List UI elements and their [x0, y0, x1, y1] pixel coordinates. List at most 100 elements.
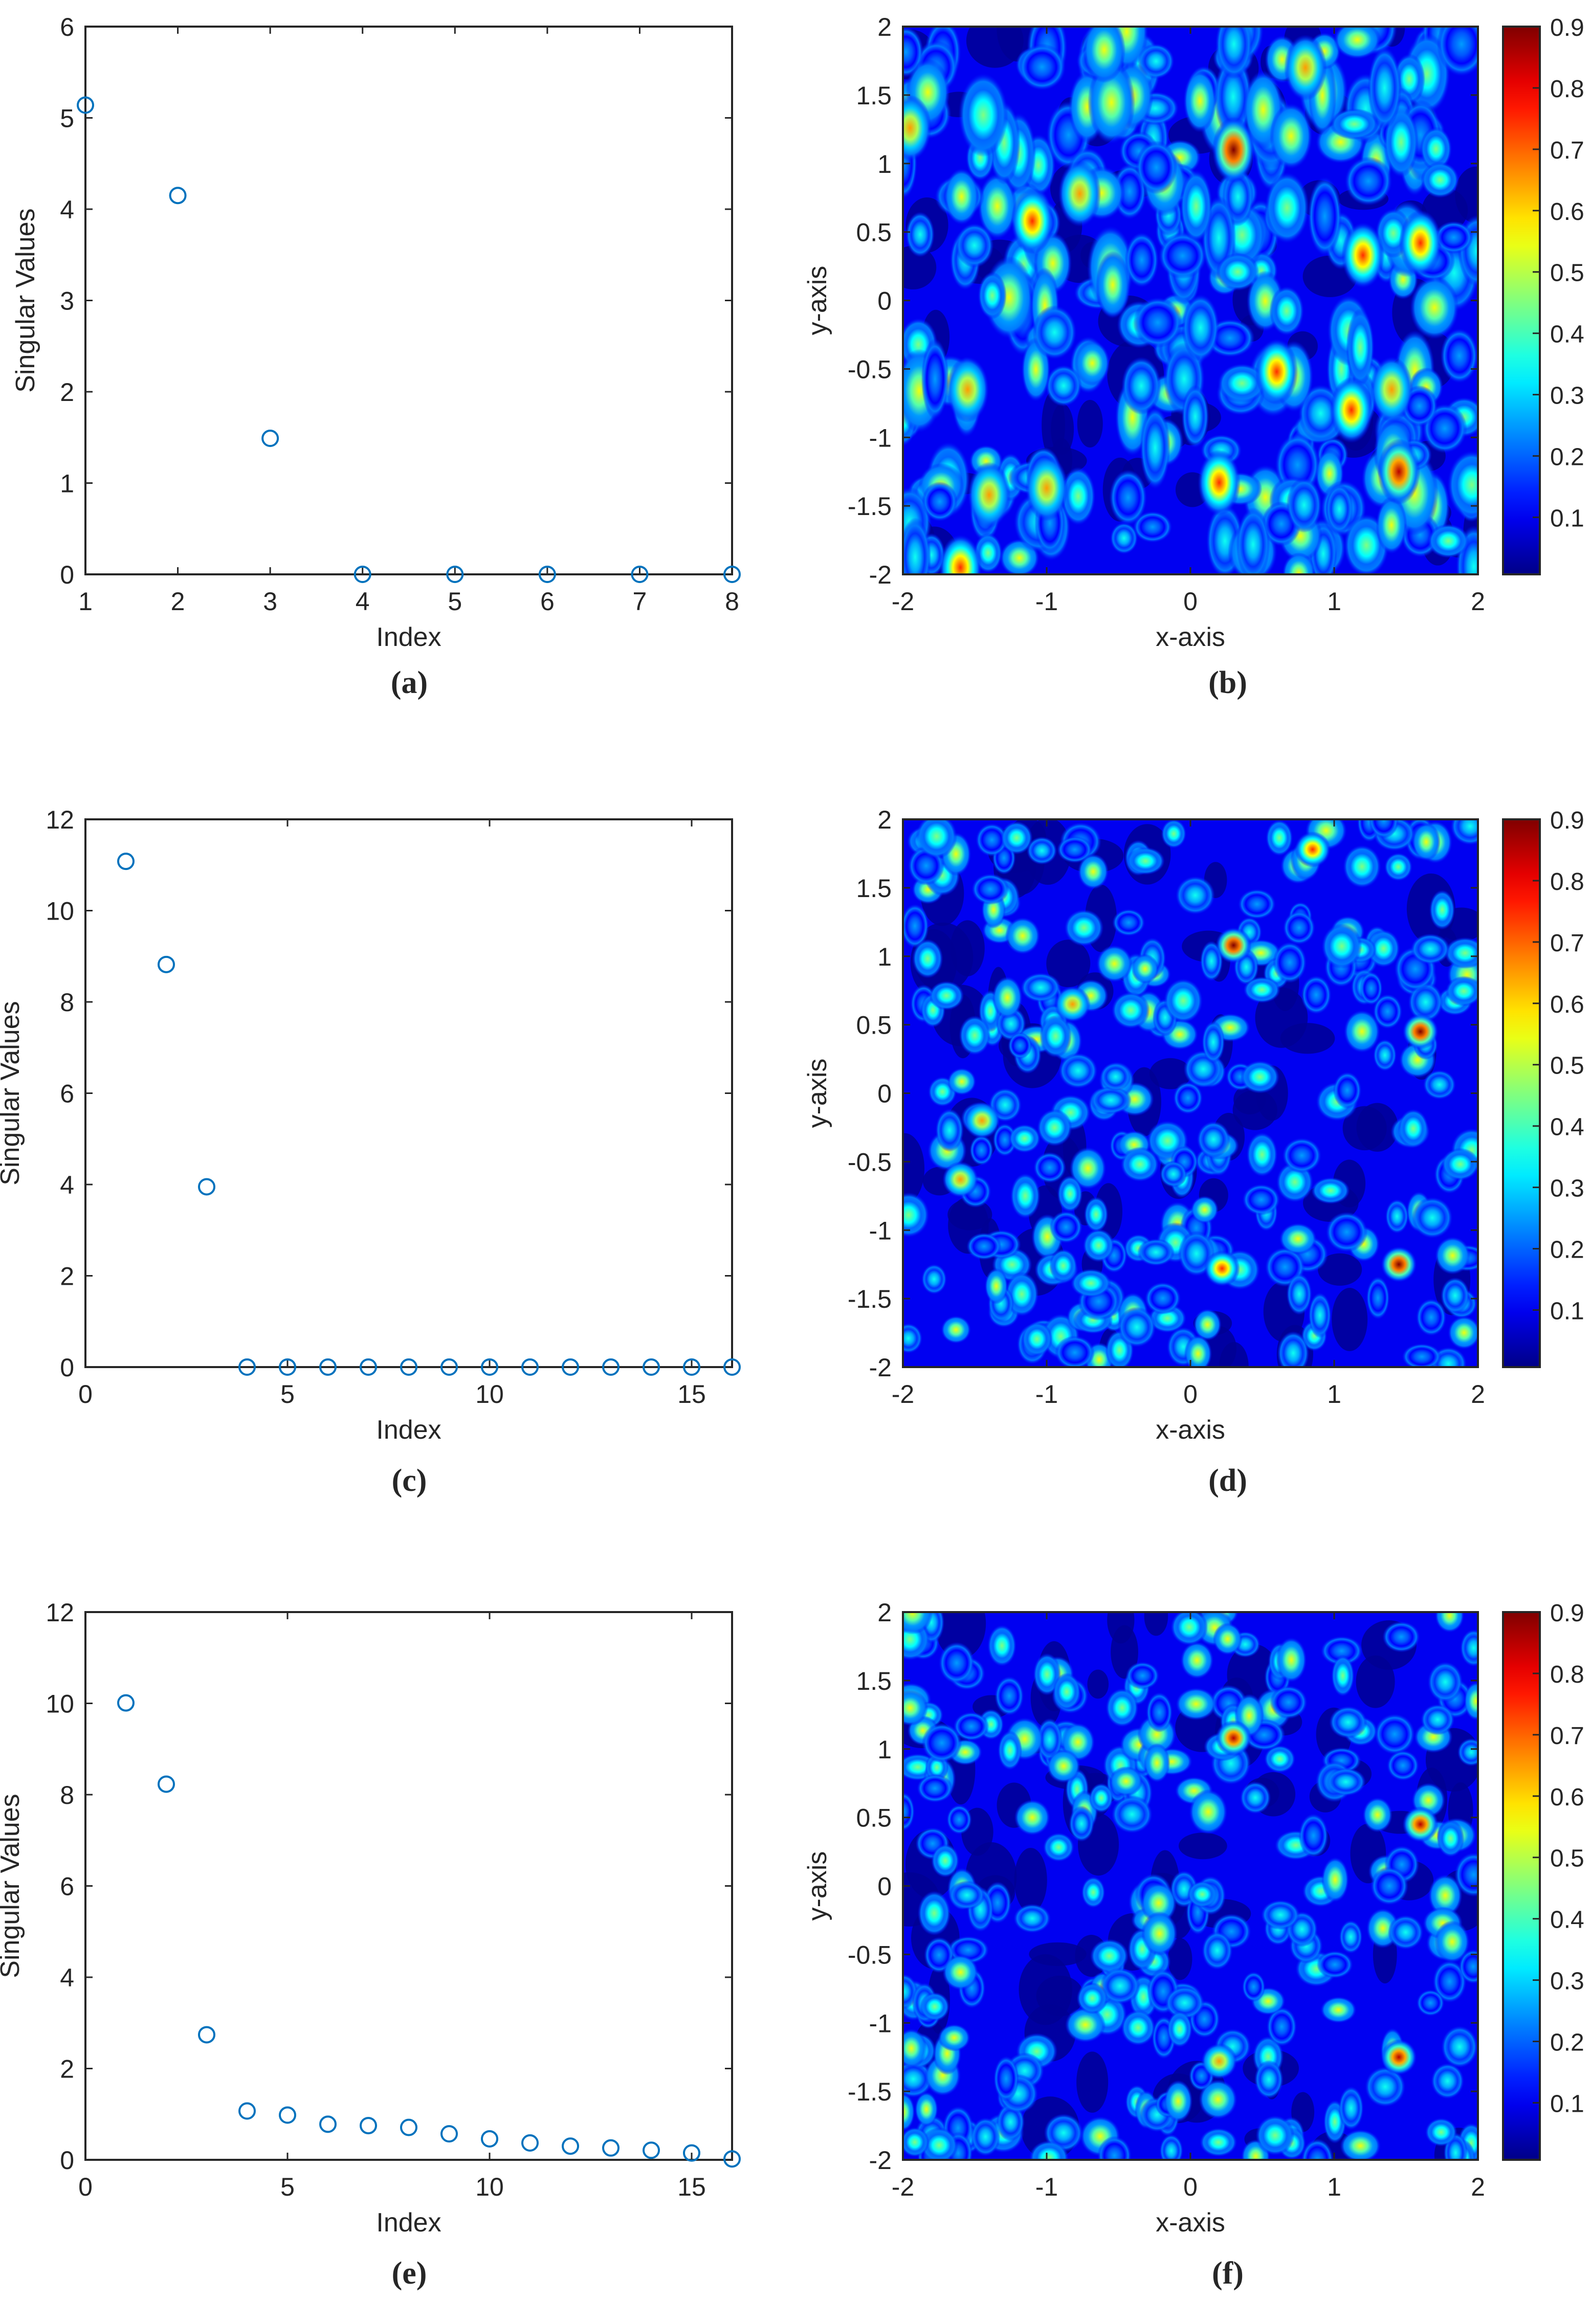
heatmap-peak: [1204, 1250, 1241, 1287]
y-tick-label: 6: [60, 1872, 74, 1901]
x-tick-label: 3: [263, 587, 277, 616]
colorbar-tick-label: 0.4: [1550, 1907, 1584, 1934]
data-point-marker: [440, 1358, 458, 1376]
axes-box: [84, 26, 733, 575]
x-tick-label: 7: [633, 587, 647, 616]
y-tick-label: 2: [60, 2055, 74, 2084]
data-point-marker: [643, 1358, 660, 1376]
colorbar-tick-label: 0.4: [1550, 321, 1584, 348]
y-tick-label: 4: [60, 1171, 74, 1199]
panel-a: 1 2 3 4 5 6 7 8 0 1 2 3 4 5 6 Index Singular Values: [0, 0, 793, 767]
y-tick-label: 0: [60, 1353, 74, 1382]
data-point-marker: [538, 566, 556, 583]
panel-d: -2 -1 0 1 2 -2 -1.5 -1 -0.5 0 0.5 1 1.5 2 x-axis y-axis…: [793, 793, 1591, 1560]
scatter-plot-e: 0 5 10 15 0 2 4 6 8 10 12 Index Singular Values: [0, 1598, 741, 2238]
data-point-marker: [353, 566, 371, 583]
caption-f: (f): [1151, 2255, 1305, 2292]
x-tick-label: -1: [1035, 1380, 1058, 1409]
y-tick-label: 2: [877, 806, 892, 834]
y-tick-label: 8: [60, 988, 74, 1017]
y-tick-label: 0: [877, 287, 892, 316]
data-point-marker: [521, 1358, 539, 1376]
y-tick-label: 3: [60, 287, 74, 316]
x-tick-label: 2: [1471, 2173, 1485, 2201]
heatmap-peak: [946, 356, 989, 423]
heatmap-peak: [1216, 927, 1252, 964]
y-tick-label: -0.5: [848, 355, 892, 384]
heatmap-peak: [1341, 222, 1384, 288]
colorbar-tick-label: 0.5: [1550, 1845, 1584, 1872]
heatmap-peak: [1082, 27, 1126, 83]
colorbar-tick-label: 0.6: [1550, 1784, 1584, 1811]
heatmap-field: [903, 27, 1478, 574]
heatmap-peak: [903, 95, 932, 161]
y-tick-label: -1.5: [848, 492, 892, 521]
heatmap-peak: [964, 1102, 1000, 1139]
y-tick-label: 1: [877, 943, 892, 971]
y-tick-label: 0: [60, 561, 74, 589]
y-tick-label: 2: [877, 1598, 892, 1627]
y-tick-label: -1.5: [848, 2077, 892, 2106]
data-point-marker: [631, 566, 649, 583]
caption-d: (d): [1151, 1463, 1305, 1499]
x-tick-label: 1: [1327, 2173, 1341, 2201]
data-point-marker: [643, 2141, 660, 2159]
heatmap-peak: [967, 462, 1011, 528]
data-point-marker: [77, 96, 94, 114]
y-tick-label: 2: [877, 13, 892, 41]
plot-area: -2 -1 0 1 2 -2 -1.5 -1 -0.5 0 0.5 1 1.5 2 x-axis y-axis: [803, 1598, 1485, 2238]
data-point-marker: [198, 1178, 215, 1196]
heatmap-field: [903, 1612, 1478, 2160]
heatmap-peak: [1294, 831, 1331, 868]
y-tick-label: 0: [60, 2146, 74, 2175]
x-tick-label: 0: [78, 1380, 93, 1409]
heatmap-peak: [1377, 438, 1421, 505]
colorbar-tick-label: 0.8: [1550, 1661, 1584, 1688]
x-tick-label: 1: [1327, 587, 1341, 616]
x-axis-label: Index: [376, 2208, 441, 2238]
data-point-marker: [238, 2102, 256, 2120]
y-tick-label: 0: [877, 1080, 892, 1108]
data-point-marker: [602, 2139, 620, 2157]
y-axis-label: y-axis: [803, 266, 832, 336]
y-tick-label: 6: [60, 1080, 74, 1108]
panel-f: -2 -1 0 1 2 -2 -1.5 -1 -0.5 0 0.5 1 1.5 2 x-axis y-axis…: [793, 1585, 1591, 2324]
colorbar-tick-label: 0.2: [1550, 444, 1584, 471]
y-tick-label: 5: [60, 104, 74, 133]
heatmap-peak: [942, 1161, 979, 1198]
data-point-marker: [279, 1358, 296, 1376]
colorbar-gradient: [1502, 26, 1541, 575]
heatmap-peak: [1269, 103, 1313, 169]
colorbar-gradient: [1502, 818, 1541, 1368]
y-tick-label: 2: [60, 378, 74, 407]
y-axis-label: Singular Values: [0, 1794, 25, 1978]
heatmap-peak: [1198, 450, 1241, 516]
x-tick-label: 5: [280, 1380, 295, 1409]
x-tick-label: -2: [892, 1380, 914, 1409]
y-tick-label: -2: [869, 1353, 892, 1382]
y-tick-label: -0.5: [848, 1148, 892, 1176]
data-point-marker: [562, 2137, 579, 2155]
heatmap-peak: [1201, 2043, 1238, 2080]
y-tick-label: 1: [877, 150, 892, 178]
colorbar-tick-label: 0.2: [1550, 1237, 1584, 1264]
heatmap-peak: [1402, 1806, 1439, 1843]
heatmap-peak: [1381, 1246, 1417, 1283]
caption-a: (a): [333, 665, 486, 701]
colorbar-tick-label: 0.5: [1550, 1053, 1584, 1080]
colorbar-tick-label: 0.3: [1550, 1968, 1584, 1995]
data-point-marker: [521, 2134, 539, 2152]
x-axis-label: x-axis: [1156, 622, 1225, 652]
x-tick-label: 2: [1471, 587, 1485, 616]
heatmap-peak: [1370, 356, 1413, 423]
data-point-marker: [562, 1358, 579, 1376]
data-point-marker: [400, 1358, 417, 1376]
scatter-plot-c: 0 5 10 15 0 2 4 6 8 10 12 Index Singular Values: [0, 806, 741, 1445]
x-tick-label: 5: [280, 2173, 295, 2201]
y-tick-label: -1: [869, 423, 892, 452]
heatmap-peak: [1011, 188, 1054, 254]
colorbar-tick-label: 0.1: [1550, 1298, 1584, 1325]
y-axis-label: y-axis: [803, 1851, 832, 1921]
plot-area: -2 -1 0 1 2 -2 -1.5 -1 -0.5 0 0.5 1 1.5 2 x-axis y-axis: [803, 13, 1485, 652]
